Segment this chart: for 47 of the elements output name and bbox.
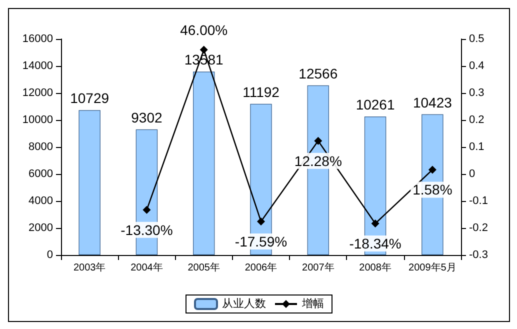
point bbox=[142, 206, 151, 214]
data-label: 1.58% bbox=[412, 182, 452, 198]
y2-tick-label: -0.3 bbox=[469, 249, 488, 261]
y-tick-label: 6000 bbox=[28, 168, 53, 180]
y-tick-label: 0 bbox=[46, 249, 53, 261]
point bbox=[200, 46, 208, 54]
y-tick-label: 14000 bbox=[22, 60, 53, 72]
x-tick-label: 2006年 bbox=[244, 262, 278, 274]
x-tick-label: 2008年 bbox=[359, 262, 392, 274]
legend-label: 从业人数 bbox=[222, 297, 266, 310]
y2-tick-label: 0.4 bbox=[469, 60, 484, 72]
y2-tick-label: 0.2 bbox=[469, 114, 484, 126]
y-tick-label: 8000 bbox=[28, 141, 53, 153]
data-label: 12566 bbox=[298, 65, 338, 82]
data-label: 11192 bbox=[242, 84, 280, 100]
data-label: -17.59% bbox=[234, 233, 288, 250]
x-tick-label: 2007年 bbox=[302, 262, 334, 274]
data-label: -13.30% bbox=[120, 222, 173, 238]
x-tick-label: 2004年 bbox=[130, 262, 163, 274]
bar bbox=[78, 110, 100, 255]
data-label: 10423 bbox=[412, 94, 452, 110]
y2-tick-label: 0.5 bbox=[469, 33, 484, 45]
y-tick-label: 16000 bbox=[22, 33, 53, 45]
y2-tick-label: -0.2 bbox=[469, 222, 488, 234]
data-label: 10261 bbox=[356, 96, 395, 112]
y-tick-label: 2000 bbox=[28, 222, 53, 234]
y2-tick-label: 0 bbox=[469, 168, 476, 180]
legend-label: 增幅 bbox=[301, 298, 324, 310]
bar bbox=[193, 72, 215, 255]
data-label: 9302 bbox=[131, 109, 162, 126]
point bbox=[314, 136, 322, 145]
y2-tick-label: 0.1 bbox=[469, 141, 484, 153]
data-label: 46.00% bbox=[180, 22, 228, 38]
x-tick-label: 2005年 bbox=[188, 262, 220, 274]
data-label: -18.34% bbox=[349, 236, 402, 252]
point bbox=[371, 220, 380, 228]
y-tick-label: 4000 bbox=[28, 195, 53, 207]
x-tick-label: 2009年5月 bbox=[408, 262, 456, 274]
y-tick-label: 10000 bbox=[22, 114, 53, 126]
x-tick-label: 2003年 bbox=[73, 262, 106, 274]
data-label: 10729 bbox=[70, 90, 110, 106]
point bbox=[257, 217, 265, 226]
y2-tick-label: 0.3 bbox=[469, 87, 484, 99]
y2-tick-label: -0.1 bbox=[469, 195, 488, 207]
data-label: 12.28% bbox=[294, 152, 342, 169]
point bbox=[428, 166, 436, 174]
y-tick-label: 12000 bbox=[22, 87, 53, 99]
